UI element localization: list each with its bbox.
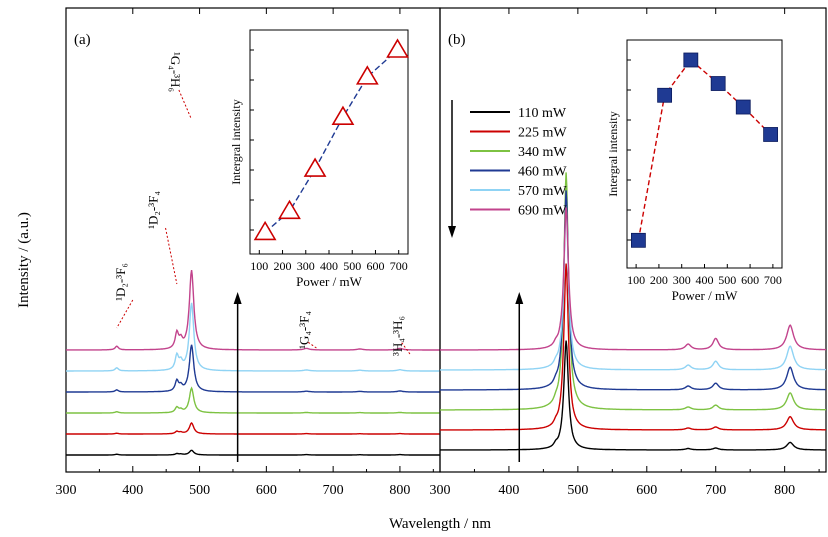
inset-marker — [710, 76, 726, 91]
series-line-110-mW — [66, 449, 440, 456]
transition-annotation: ¹D₂-³F₄ — [146, 191, 161, 229]
series-line-460-mW — [66, 344, 440, 393]
inset-marker — [331, 105, 355, 125]
series-line-570-mW — [66, 302, 440, 372]
legend-label: 110 mW — [518, 106, 567, 121]
annotation-pointer — [116, 299, 134, 329]
y-axis-label: Intensity / (a.u.) — [16, 212, 32, 308]
inset-trend-line — [264, 49, 398, 233]
inset-marker — [763, 127, 779, 142]
transition-annotation: ¹G₄-³F₄ — [296, 311, 311, 349]
inset-x-tick-label: 400 — [320, 259, 338, 273]
inset-x-tick-label: 700 — [390, 259, 408, 273]
inset-marker — [683, 52, 699, 68]
x-tick-label: 400 — [498, 483, 519, 498]
x-tick-label: 800 — [774, 483, 795, 498]
series-line-110-mW — [440, 340, 826, 451]
annotation-pointer — [178, 89, 192, 119]
x-tick-label: 300 — [56, 483, 77, 498]
series-line-225-mW — [66, 422, 440, 435]
power-arrowhead — [233, 292, 242, 304]
inset-b: 100 200 300 400 500 600 700 Power / mW Intergral… — [606, 39, 783, 303]
legend-label: 460 mW — [518, 165, 567, 180]
inset-x-tick-label: 100 — [627, 273, 645, 287]
series-line-690-mW — [65, 269, 440, 351]
panel-a: 300 400 500 600 700 800 (a) ¹G₄-³H₆ ¹D₂-³F₄ ¹D₂-³… — [56, 7, 441, 498]
plot-layer: 300 400 500 600 700 800 (a) ¹G₄-³H₆ ¹D₂-³F₄ ¹D₂-³… — [56, 7, 827, 498]
inset-marker — [303, 157, 327, 177]
panel-label: (a) — [74, 32, 91, 48]
inset-x-tick-label: 600 — [366, 259, 384, 273]
annotation-pointer — [307, 341, 317, 349]
inset-a: 100 200 300 400 500 600 700 Power / mW Intergral… — [229, 29, 409, 289]
annotation-pointer — [165, 227, 178, 285]
transition-annotation: ¹D₂-³F₆ — [113, 263, 128, 301]
x-tick-label: 700 — [705, 483, 726, 498]
series-line-340-mW — [66, 386, 440, 414]
transition-annotation: ³H₄-³H₆ — [390, 316, 405, 356]
plot-frame — [439, 7, 827, 473]
inset-frame — [626, 39, 783, 269]
x-tick-label: 400 — [122, 483, 143, 498]
legend-label: 340 mW — [518, 145, 567, 160]
panel-label: (b) — [448, 32, 466, 48]
x-tick-label: 300 — [430, 483, 451, 498]
legend-label: 225 mW — [518, 126, 567, 141]
annotation-pointer — [400, 341, 411, 355]
series-line-225-mW — [440, 263, 826, 431]
inset-marker — [278, 199, 301, 220]
inset-x-tick-label: 200 — [650, 273, 668, 287]
series-line-460-mW — [440, 190, 826, 391]
inset-x-tick-label: 100 — [250, 259, 268, 273]
inset-y-label: Intergral intensity — [229, 99, 243, 184]
inset-marker — [657, 87, 673, 103]
legend-label: 690 mW — [518, 204, 567, 219]
inset-marker — [386, 38, 409, 58]
x-tick-label: 500 — [567, 483, 588, 498]
series-line-690-mW — [440, 207, 826, 351]
series-line-570-mW — [440, 208, 827, 371]
power-arrowhead — [515, 292, 524, 304]
x-tick-label: 600 — [636, 483, 657, 498]
panel-b: 300 400 500 600 700 800 (b) 110 mW 225 mW 340 mW 4… — [430, 7, 827, 498]
inset-x-tick-label: 500 — [343, 259, 361, 273]
x-tick-label: 500 — [189, 483, 210, 498]
x-tick-label: 800 — [389, 483, 410, 498]
inset-marker — [630, 232, 646, 248]
inset-marker — [355, 65, 379, 85]
inset-x-tick-label: 300 — [673, 273, 691, 287]
x-tick-label: 700 — [323, 483, 344, 498]
inset-x-tick-label: 200 — [274, 259, 292, 273]
inset-x-label: Power / mW — [296, 274, 362, 289]
transition-annotation: ¹G₄-³H₆ — [168, 52, 183, 92]
x-tick-label: 600 — [256, 483, 277, 498]
series-line-340-mW — [440, 172, 826, 411]
x-axis-label: Wavelength / nm — [389, 516, 491, 532]
legend-label: 570 mW — [518, 184, 567, 199]
inset-x-tick-label: 300 — [297, 259, 315, 273]
legend-arrowhead — [448, 226, 456, 238]
inset-x-label: Power / mW — [672, 288, 738, 303]
inset-x-tick-label: 700 — [764, 273, 782, 287]
inset-x-tick-label: 400 — [696, 273, 714, 287]
inset-marker — [253, 220, 277, 241]
inset-x-tick-label: 600 — [741, 273, 759, 287]
inset-y-label: Intergral intensity — [606, 111, 620, 196]
inset-marker — [735, 99, 751, 115]
inset-x-tick-label: 500 — [718, 273, 736, 287]
